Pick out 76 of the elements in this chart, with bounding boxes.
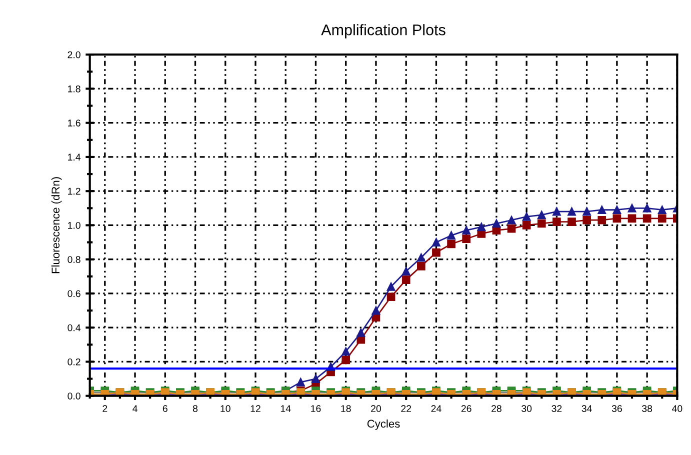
point (658, 214, 666, 223)
x-tick-label: 8 (192, 405, 198, 412)
point (507, 216, 516, 224)
point (507, 224, 516, 233)
x-tick-label: 34 (582, 405, 592, 412)
point (658, 206, 666, 214)
point (416, 262, 426, 270)
x-tick-label: 32 (552, 405, 562, 412)
point (552, 218, 561, 226)
point (432, 248, 440, 257)
point (447, 231, 456, 240)
x-tick-label: 2 (102, 405, 108, 412)
point (296, 378, 305, 386)
y-tick-label: 0.2 (68, 358, 80, 366)
point (598, 206, 606, 214)
x-tick-label: 16 (311, 405, 321, 412)
point (628, 204, 636, 212)
point (386, 282, 396, 291)
point (642, 214, 652, 223)
y-tick-label: 0.8 (68, 256, 80, 263)
y-tick-label: 2.0 (68, 51, 80, 58)
x-tick-label: 4 (132, 405, 138, 412)
point (598, 216, 606, 224)
y-tick-label: 1.2 (68, 188, 80, 195)
point (537, 210, 546, 220)
point (477, 222, 486, 232)
point (552, 207, 561, 216)
x-tick-label: 30 (522, 405, 532, 412)
x-tick-label: 38 (642, 405, 652, 412)
x-tick-label: 24 (431, 405, 442, 412)
y-tick-label: 1.8 (68, 85, 80, 92)
x-tick-label: 40 (672, 405, 682, 412)
x-tick-label: 14 (280, 405, 291, 412)
point (402, 276, 410, 284)
point (642, 204, 652, 212)
x-tick-label: 36 (612, 405, 622, 412)
x-tick-label: 18 (341, 405, 351, 412)
point (568, 218, 576, 226)
point (342, 356, 350, 364)
point (386, 292, 396, 302)
x-axis-title: Cycles (367, 419, 400, 430)
x-tick-label: 6 (162, 405, 168, 412)
x-tick-label: 26 (461, 405, 472, 412)
x-tick-label: 20 (371, 405, 381, 412)
x-tick-label: 12 (250, 405, 260, 412)
x-tick-label: 28 (492, 405, 502, 412)
x-tick-label: 10 (220, 405, 230, 412)
point (372, 306, 380, 315)
y-tick-label: 1.4 (68, 154, 81, 160)
x-tick-label: 22 (401, 405, 412, 412)
point (612, 206, 622, 214)
point (462, 234, 471, 244)
point (522, 212, 531, 221)
point (356, 328, 366, 337)
point (432, 238, 440, 246)
point (537, 219, 546, 228)
point (402, 267, 410, 276)
point (522, 221, 531, 230)
point (416, 253, 426, 262)
y-tick-label: 0.6 (68, 290, 80, 298)
point (462, 226, 471, 235)
y-tick-label: 0.0 (68, 392, 80, 400)
chart-title: Amplification Plots (321, 24, 446, 38)
point (492, 219, 501, 228)
point (447, 240, 456, 248)
y-axis-title: Fluorescence (dRn) (51, 177, 62, 274)
point (582, 207, 591, 216)
point (342, 347, 350, 356)
y-tick-label: 1.0 (68, 222, 80, 229)
point (312, 374, 320, 383)
y-tick-label: 1.6 (68, 120, 80, 126)
point (628, 214, 636, 223)
point (582, 216, 591, 224)
y-tick-label: 0.4 (68, 324, 81, 332)
point (568, 207, 576, 216)
point (612, 214, 622, 223)
